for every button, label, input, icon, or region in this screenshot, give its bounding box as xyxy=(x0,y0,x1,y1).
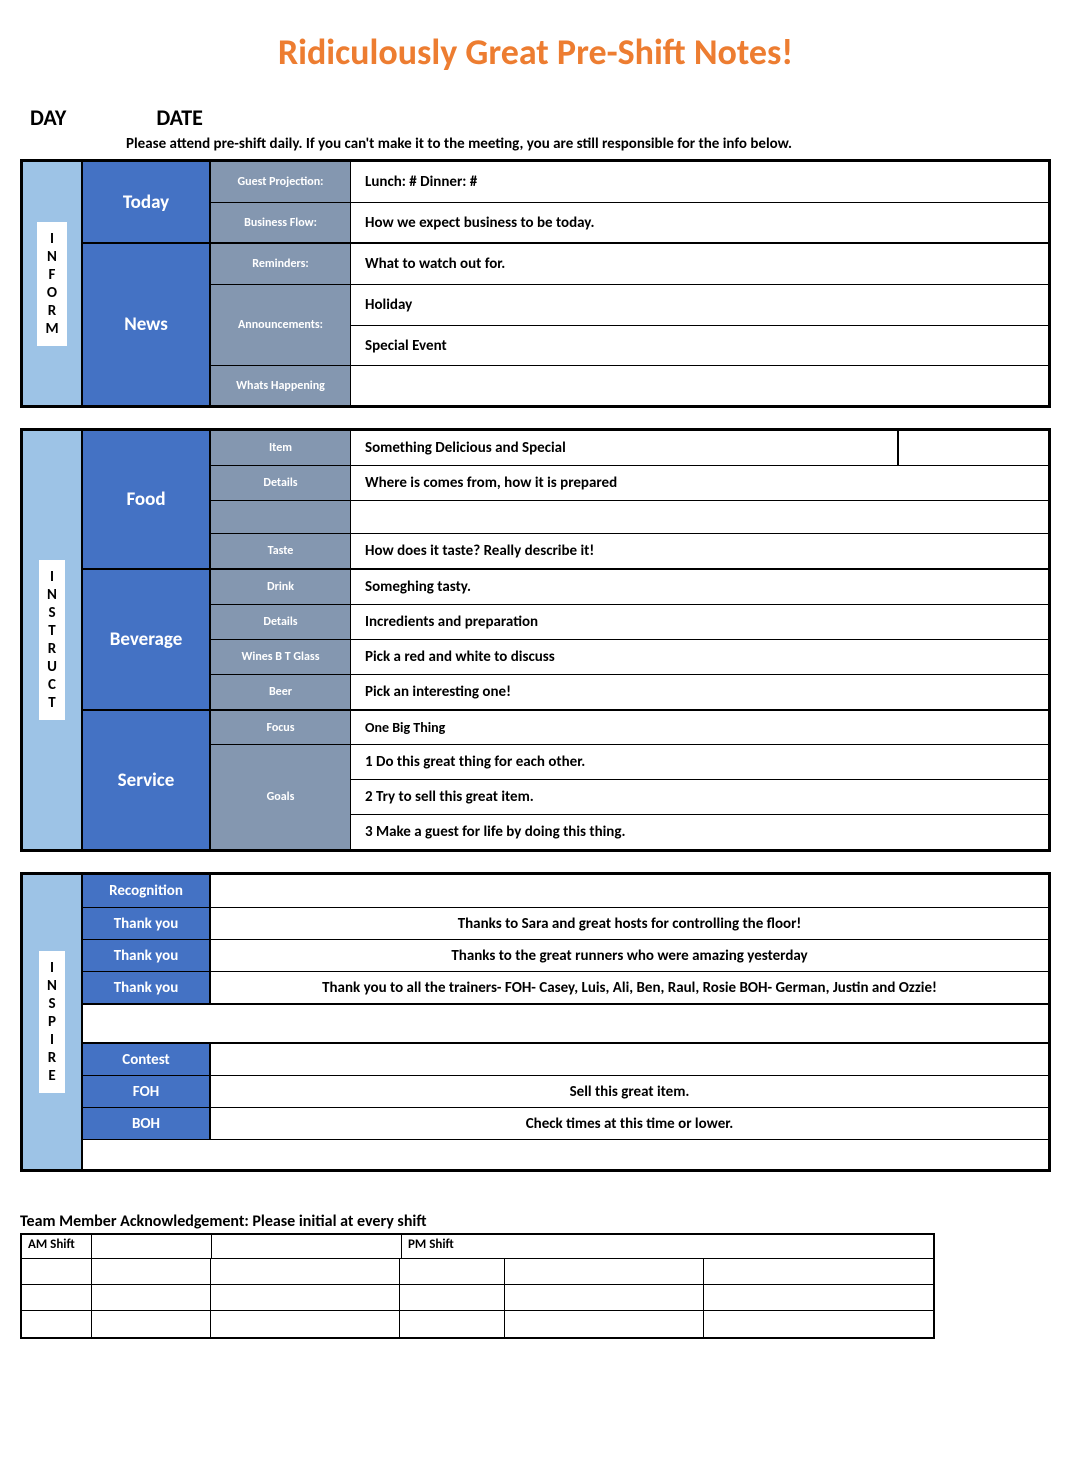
beverage-label: Beverage xyxy=(83,570,211,709)
ack-row[interactable] xyxy=(22,1285,933,1311)
inspire-spacer xyxy=(83,1003,1048,1043)
thankyou2-value[interactable]: Thanks to the great runners who were ama… xyxy=(211,940,1048,971)
foh-label: FOH xyxy=(83,1076,211,1107)
food-section: Food Item Something Delicious and Specia… xyxy=(83,431,1048,570)
inform-rail-letters: INFORM xyxy=(37,222,66,346)
service-label: Service xyxy=(83,711,211,849)
page-title: Ridiculously Great Pre-Shift Notes! xyxy=(20,30,1051,74)
recognition-label: Recognition xyxy=(83,875,211,907)
service-goals-field: Goals xyxy=(211,745,351,849)
food-label: Food xyxy=(83,431,211,568)
announcements-value-1[interactable]: Special Event xyxy=(351,326,1048,365)
instruct-block: INSTRUCT Food Item Something Delicious a… xyxy=(20,428,1051,852)
reminders-field: Reminders: xyxy=(211,244,351,284)
reminders-value[interactable]: What to watch out for. xyxy=(351,244,1048,284)
business-flow-field: Business Flow: xyxy=(211,203,351,242)
instruct-rail: INSTRUCT xyxy=(23,431,83,849)
inspire-block: INSPIRE Recognition Thank youThanks to S… xyxy=(20,872,1051,1172)
bev-drink-value[interactable]: Someghing tasty. xyxy=(351,570,1048,604)
service-section: Service FocusOne Big Thing Goals 1 Do th… xyxy=(83,711,1048,849)
ack-header: AM Shift PM Shift xyxy=(22,1235,933,1259)
inform-block: INFORM Today Guest Projection: Lunch: # … xyxy=(20,159,1051,408)
bev-wines-value[interactable]: Pick a red and white to discuss xyxy=(351,640,1048,674)
day-label: DAY xyxy=(30,104,66,131)
inspire-trailer[interactable] xyxy=(83,1139,1048,1169)
beverage-section: Beverage DrinkSomeghing tasty. DetailsIn… xyxy=(83,570,1048,711)
news-label: News xyxy=(83,244,211,405)
food-taste-value[interactable]: How does it taste? Really describe it! xyxy=(351,534,1048,568)
happening-value[interactable] xyxy=(351,366,1048,405)
happening-field: Whats Happening xyxy=(211,366,351,405)
thankyou1-label: Thank you xyxy=(83,908,211,939)
today-section: Today Guest Projection: Lunch: # Dinner:… xyxy=(83,162,1048,244)
news-section: News Reminders: What to watch out for. A… xyxy=(83,244,1048,405)
service-focus-value[interactable]: One Big Thing xyxy=(351,711,1048,744)
thankyou3-label: Thank you xyxy=(83,972,211,1003)
announcements-value-0[interactable]: Holiday xyxy=(351,285,1048,325)
service-goal-2[interactable]: 3 Make a guest for life by doing this th… xyxy=(351,815,1048,849)
pm-shift-label: PM Shift xyxy=(402,1235,479,1259)
contest-label: Contest xyxy=(83,1044,211,1075)
thankyou2-label: Thank you xyxy=(83,940,211,971)
food-taste-field: Taste xyxy=(211,534,351,568)
ack-title: Team Member Acknowledgement: Please init… xyxy=(20,1212,1051,1231)
date-label: DATE xyxy=(156,104,203,131)
boh-label: BOH xyxy=(83,1108,211,1139)
food-blank-value[interactable] xyxy=(351,501,1048,533)
foh-value[interactable]: Sell this great item. xyxy=(211,1076,1048,1107)
food-item-value[interactable]: Something Delicious and Special xyxy=(351,431,898,465)
attendance-note: Please attend pre-shift daily. If you ca… xyxy=(20,135,1051,153)
today-label: Today xyxy=(83,162,211,242)
guest-projection-value[interactable]: Lunch: # Dinner: # xyxy=(351,162,1048,202)
business-flow-value[interactable]: How we expect business to be today. xyxy=(351,203,1048,242)
ack-row[interactable] xyxy=(22,1311,933,1337)
food-item-extra[interactable] xyxy=(898,431,1048,465)
bev-beer-value[interactable]: Pick an interesting one! xyxy=(351,675,1048,709)
instruct-rail-letters: INSTRUCT xyxy=(39,560,65,720)
service-goal-0[interactable]: 1 Do this great thing for each other. xyxy=(351,745,1048,779)
bev-details-value[interactable]: Incredients and preparation xyxy=(351,605,1048,639)
recognition-value[interactable] xyxy=(211,875,1048,907)
service-focus-field: Focus xyxy=(211,711,351,744)
service-goal-1[interactable]: 2 Try to sell this great item. xyxy=(351,780,1048,814)
ack-head-gap2 xyxy=(212,1235,402,1259)
bev-drink-field: Drink xyxy=(211,570,351,604)
am-shift-label: AM Shift xyxy=(22,1235,92,1259)
thankyou3-value[interactable]: Thank you to all the trainers- FOH- Case… xyxy=(211,972,1048,1003)
header-row: DAY DATE xyxy=(20,104,1051,131)
food-blank-field xyxy=(211,501,351,533)
inspire-rail-letters: INSPIRE xyxy=(39,951,65,1093)
guest-projection-field: Guest Projection: xyxy=(211,162,351,202)
food-details-value[interactable]: Where is comes from, how it is prepared xyxy=(351,466,1048,500)
inform-rail: INFORM xyxy=(23,162,83,405)
contest-value[interactable] xyxy=(211,1044,1048,1075)
thankyou1-value[interactable]: Thanks to Sara and great hosts for contr… xyxy=(211,908,1048,939)
announcements-field: Announcements: xyxy=(211,285,351,365)
bev-wines-field: Wines B T Glass xyxy=(211,640,351,674)
ack-table: AM Shift PM Shift xyxy=(20,1233,935,1339)
bev-beer-field: Beer xyxy=(211,675,351,709)
ack-head-gap3 xyxy=(479,1235,933,1259)
boh-value[interactable]: Check times at this time or lower. xyxy=(211,1108,1048,1139)
food-item-field: Item xyxy=(211,431,351,465)
food-details-field: Details xyxy=(211,466,351,500)
ack-row[interactable] xyxy=(22,1259,933,1285)
ack-head-gap1 xyxy=(92,1235,212,1259)
bev-details-field: Details xyxy=(211,605,351,639)
inspire-rail: INSPIRE xyxy=(23,875,83,1169)
